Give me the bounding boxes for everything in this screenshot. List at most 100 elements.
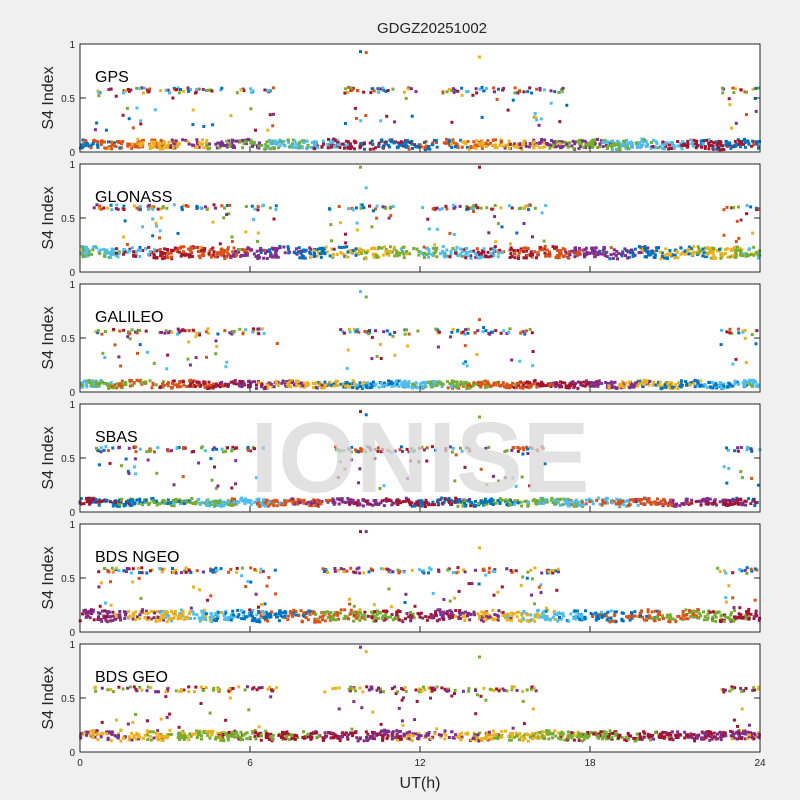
data-point	[85, 496, 88, 500]
data-point	[327, 612, 331, 615]
data-point	[409, 503, 412, 507]
data-point	[430, 503, 434, 507]
data-point	[393, 120, 397, 124]
data-point	[364, 499, 368, 503]
data-point	[483, 502, 487, 506]
data-point	[614, 143, 618, 147]
data-point	[434, 380, 438, 384]
data-point	[126, 142, 130, 146]
data-point	[450, 142, 453, 146]
data-point	[490, 330, 494, 334]
data-point	[709, 256, 713, 260]
data-point	[314, 504, 318, 508]
data-point	[419, 250, 423, 254]
data-point	[669, 384, 673, 387]
data-point	[398, 144, 401, 147]
data-point	[389, 499, 393, 503]
data-point	[712, 254, 716, 258]
data-point	[377, 246, 381, 250]
data-point	[425, 459, 429, 463]
data-point	[612, 141, 616, 145]
data-point	[560, 90, 564, 94]
data-point	[654, 140, 658, 144]
data-point	[200, 501, 204, 505]
data-point	[442, 254, 446, 258]
data-point	[95, 246, 99, 250]
data-point	[281, 611, 285, 615]
data-point	[544, 254, 548, 258]
data-point	[419, 382, 423, 386]
data-point	[564, 140, 568, 144]
data-point	[564, 498, 568, 502]
data-point	[660, 386, 664, 390]
data-point	[611, 256, 615, 260]
data-point	[460, 93, 464, 97]
data-point	[214, 382, 218, 386]
data-point	[141, 138, 145, 142]
data-point	[325, 250, 329, 254]
data-point	[434, 248, 438, 252]
data-point	[135, 378, 139, 382]
data-point	[161, 382, 165, 386]
data-point	[135, 331, 139, 335]
data-point	[523, 204, 527, 208]
data-point	[598, 250, 602, 253]
data-point	[302, 139, 306, 143]
data-point	[584, 252, 588, 256]
data-point	[750, 449, 754, 453]
data-point	[556, 501, 559, 505]
data-point	[314, 385, 317, 389]
data-point	[125, 243, 129, 246]
data-point	[670, 147, 674, 150]
data-point	[218, 498, 222, 502]
data-point	[506, 143, 510, 147]
data-point	[414, 381, 418, 385]
data-point	[602, 614, 606, 618]
data-point	[710, 380, 714, 384]
data-point	[246, 447, 250, 451]
data-point	[214, 339, 218, 343]
data-point	[272, 501, 276, 505]
data-point	[746, 445, 749, 449]
data-point	[460, 140, 464, 144]
data-point	[687, 502, 691, 506]
data-point	[395, 249, 399, 253]
data-point	[393, 140, 396, 144]
data-point	[291, 142, 294, 146]
data-point	[182, 502, 186, 506]
data-point	[444, 141, 448, 145]
data-point	[469, 249, 473, 253]
data-point	[391, 205, 395, 209]
data-point	[129, 88, 133, 92]
data-point	[306, 143, 310, 147]
data-point	[578, 145, 582, 149]
data-point	[183, 253, 186, 257]
data-point	[291, 501, 295, 505]
data-point	[358, 467, 362, 471]
data-point	[115, 247, 119, 251]
data-point	[165, 248, 169, 251]
data-point	[433, 503, 437, 507]
data-point	[744, 361, 748, 365]
data-point	[752, 245, 756, 249]
data-point	[323, 384, 327, 388]
data-point	[679, 246, 683, 250]
data-point	[460, 86, 464, 90]
data-point	[445, 90, 449, 94]
data-point	[735, 245, 739, 249]
data-point	[342, 449, 346, 453]
data-point	[474, 504, 478, 508]
data-point	[296, 146, 300, 150]
data-point	[175, 88, 179, 92]
data-point	[445, 254, 449, 258]
data-point	[604, 381, 608, 384]
data-point	[152, 361, 156, 365]
data-point	[347, 327, 351, 331]
data-point	[704, 255, 708, 259]
data-point	[730, 499, 734, 503]
data-point	[257, 146, 261, 150]
data-point	[374, 146, 377, 150]
data-point	[345, 366, 349, 370]
data-point	[717, 145, 720, 149]
data-point	[301, 384, 305, 388]
